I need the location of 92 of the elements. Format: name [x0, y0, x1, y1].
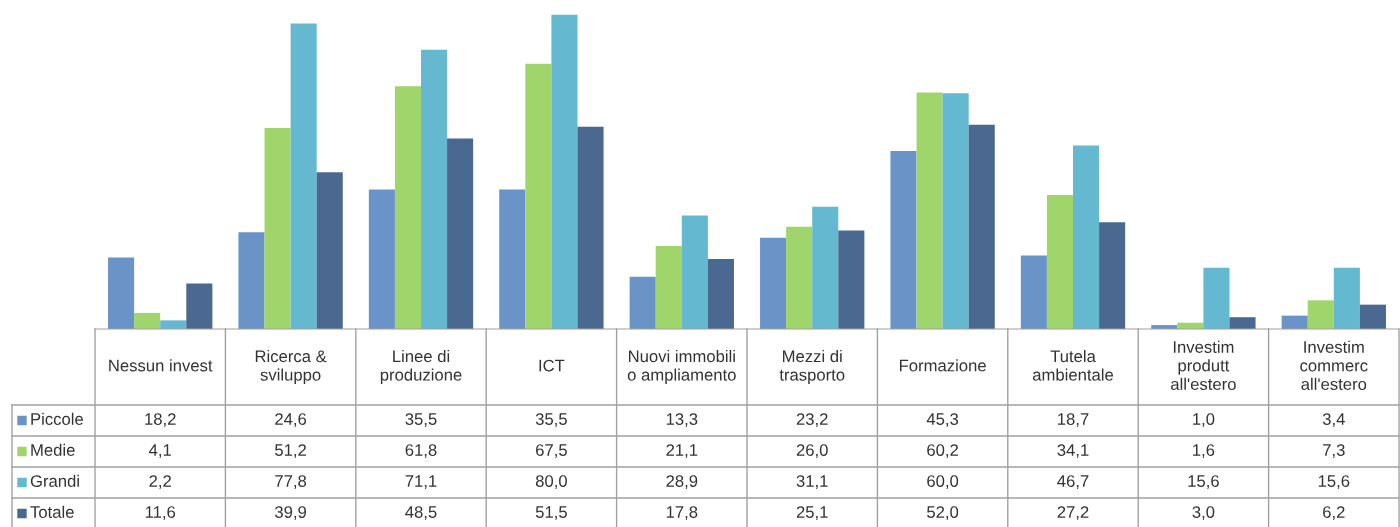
bar — [1073, 145, 1100, 329]
legend-label: Medie — [31, 443, 75, 456]
bar — [186, 283, 213, 329]
data-label: 18,2 — [145, 413, 176, 427]
x-tick-label: Ricerca & sviluppo — [255, 349, 327, 385]
data-label: 26,0 — [796, 444, 828, 458]
bar — [629, 276, 656, 329]
bar — [1099, 222, 1126, 329]
data-label: 17,8 — [666, 506, 698, 520]
data-label: 15,6 — [1188, 475, 1219, 489]
data-label: 21,1 — [666, 444, 698, 458]
bar — [786, 226, 813, 329]
bar — [447, 138, 474, 329]
data-label: 51,2 — [275, 444, 306, 458]
data-label: 80,0 — [535, 475, 567, 489]
x-tick-label: Formazione — [899, 359, 986, 372]
bar — [525, 63, 552, 329]
data-label: 1,0 — [1193, 413, 1215, 427]
bar — [760, 237, 787, 329]
bar — [368, 189, 395, 329]
bar — [655, 246, 682, 329]
legend-label: Piccole — [31, 412, 83, 425]
x-tick-label: Nessun invest — [109, 359, 213, 372]
x-tick-label: Mezzi di trasporto — [779, 349, 845, 385]
bar — [1229, 317, 1256, 329]
data-label: 2,2 — [149, 475, 171, 489]
data-label: 23,2 — [796, 413, 828, 427]
data-label: 6,2 — [1323, 506, 1345, 520]
data-label: 31,1 — [796, 475, 828, 489]
data-label: 48,5 — [405, 506, 437, 520]
bar — [394, 86, 421, 329]
data-label: 25,1 — [796, 506, 828, 520]
data-label: 45,3 — [926, 413, 959, 427]
bar — [134, 312, 161, 329]
bar — [812, 206, 839, 329]
data-label: 60,2 — [927, 444, 958, 458]
bar — [1359, 304, 1386, 329]
data-label: 35,5 — [535, 413, 567, 427]
bar — [316, 172, 343, 329]
x-tick-label: Tutela ambientale — [1032, 349, 1114, 381]
bar — [681, 215, 708, 329]
bar — [1281, 315, 1308, 329]
data-label: 7,3 — [1323, 444, 1345, 458]
bar — [1307, 300, 1334, 329]
data-label: 77,8 — [275, 475, 307, 489]
data-label: 28,9 — [666, 475, 698, 489]
data-label: 1,6 — [1193, 444, 1215, 458]
bar — [1203, 267, 1230, 329]
x-tick-label: Investim commerc all'estero — [1300, 340, 1368, 391]
bar — [1046, 195, 1073, 329]
data-label: 35,5 — [405, 413, 437, 427]
data-label: 13,3 — [666, 413, 698, 427]
bar — [916, 92, 943, 329]
bar — [968, 124, 995, 329]
bar — [421, 49, 448, 329]
data-label: 60,0 — [927, 475, 959, 489]
bar — [238, 232, 265, 329]
bar — [890, 151, 917, 329]
bar — [160, 320, 187, 329]
data-label: 18,7 — [1058, 413, 1089, 427]
data-label: 3,4 — [1322, 413, 1345, 427]
data-label: 15,6 — [1318, 475, 1350, 489]
data-label: 67,5 — [536, 444, 567, 458]
data-label: 34,1 — [1057, 444, 1089, 458]
x-tick-label: Linee di produzione — [380, 349, 462, 385]
data-label: 24,6 — [275, 413, 307, 427]
data-label: 39,9 — [275, 506, 307, 520]
data-label: 52,0 — [927, 506, 959, 520]
data-label: 27,2 — [1057, 506, 1089, 520]
bar — [290, 23, 317, 329]
bar — [1020, 255, 1047, 329]
bar — [551, 14, 578, 329]
data-label: 11,6 — [145, 506, 176, 520]
data-label: 4,1 — [149, 444, 171, 458]
data-label: 3,0 — [1192, 506, 1215, 520]
bar — [499, 189, 526, 329]
bar — [108, 257, 135, 329]
data-label: 51,5 — [535, 506, 567, 520]
bar — [264, 127, 291, 329]
data-label: 71,1 — [405, 475, 437, 489]
x-tick-label: Nuovi immobili o ampliamento — [627, 349, 736, 385]
bar — [577, 126, 604, 329]
bar — [707, 259, 734, 329]
bar — [1333, 267, 1360, 329]
legend-label: Grandi — [30, 474, 79, 487]
bar — [942, 93, 969, 329]
x-tick-label: ICT — [539, 359, 565, 372]
legend-label: Totale — [30, 505, 74, 518]
bar — [838, 230, 865, 329]
data-label: 46,7 — [1057, 475, 1089, 489]
x-tick-label: Investim produtt all'estero — [1171, 340, 1236, 391]
data-label: 61,8 — [405, 444, 437, 458]
